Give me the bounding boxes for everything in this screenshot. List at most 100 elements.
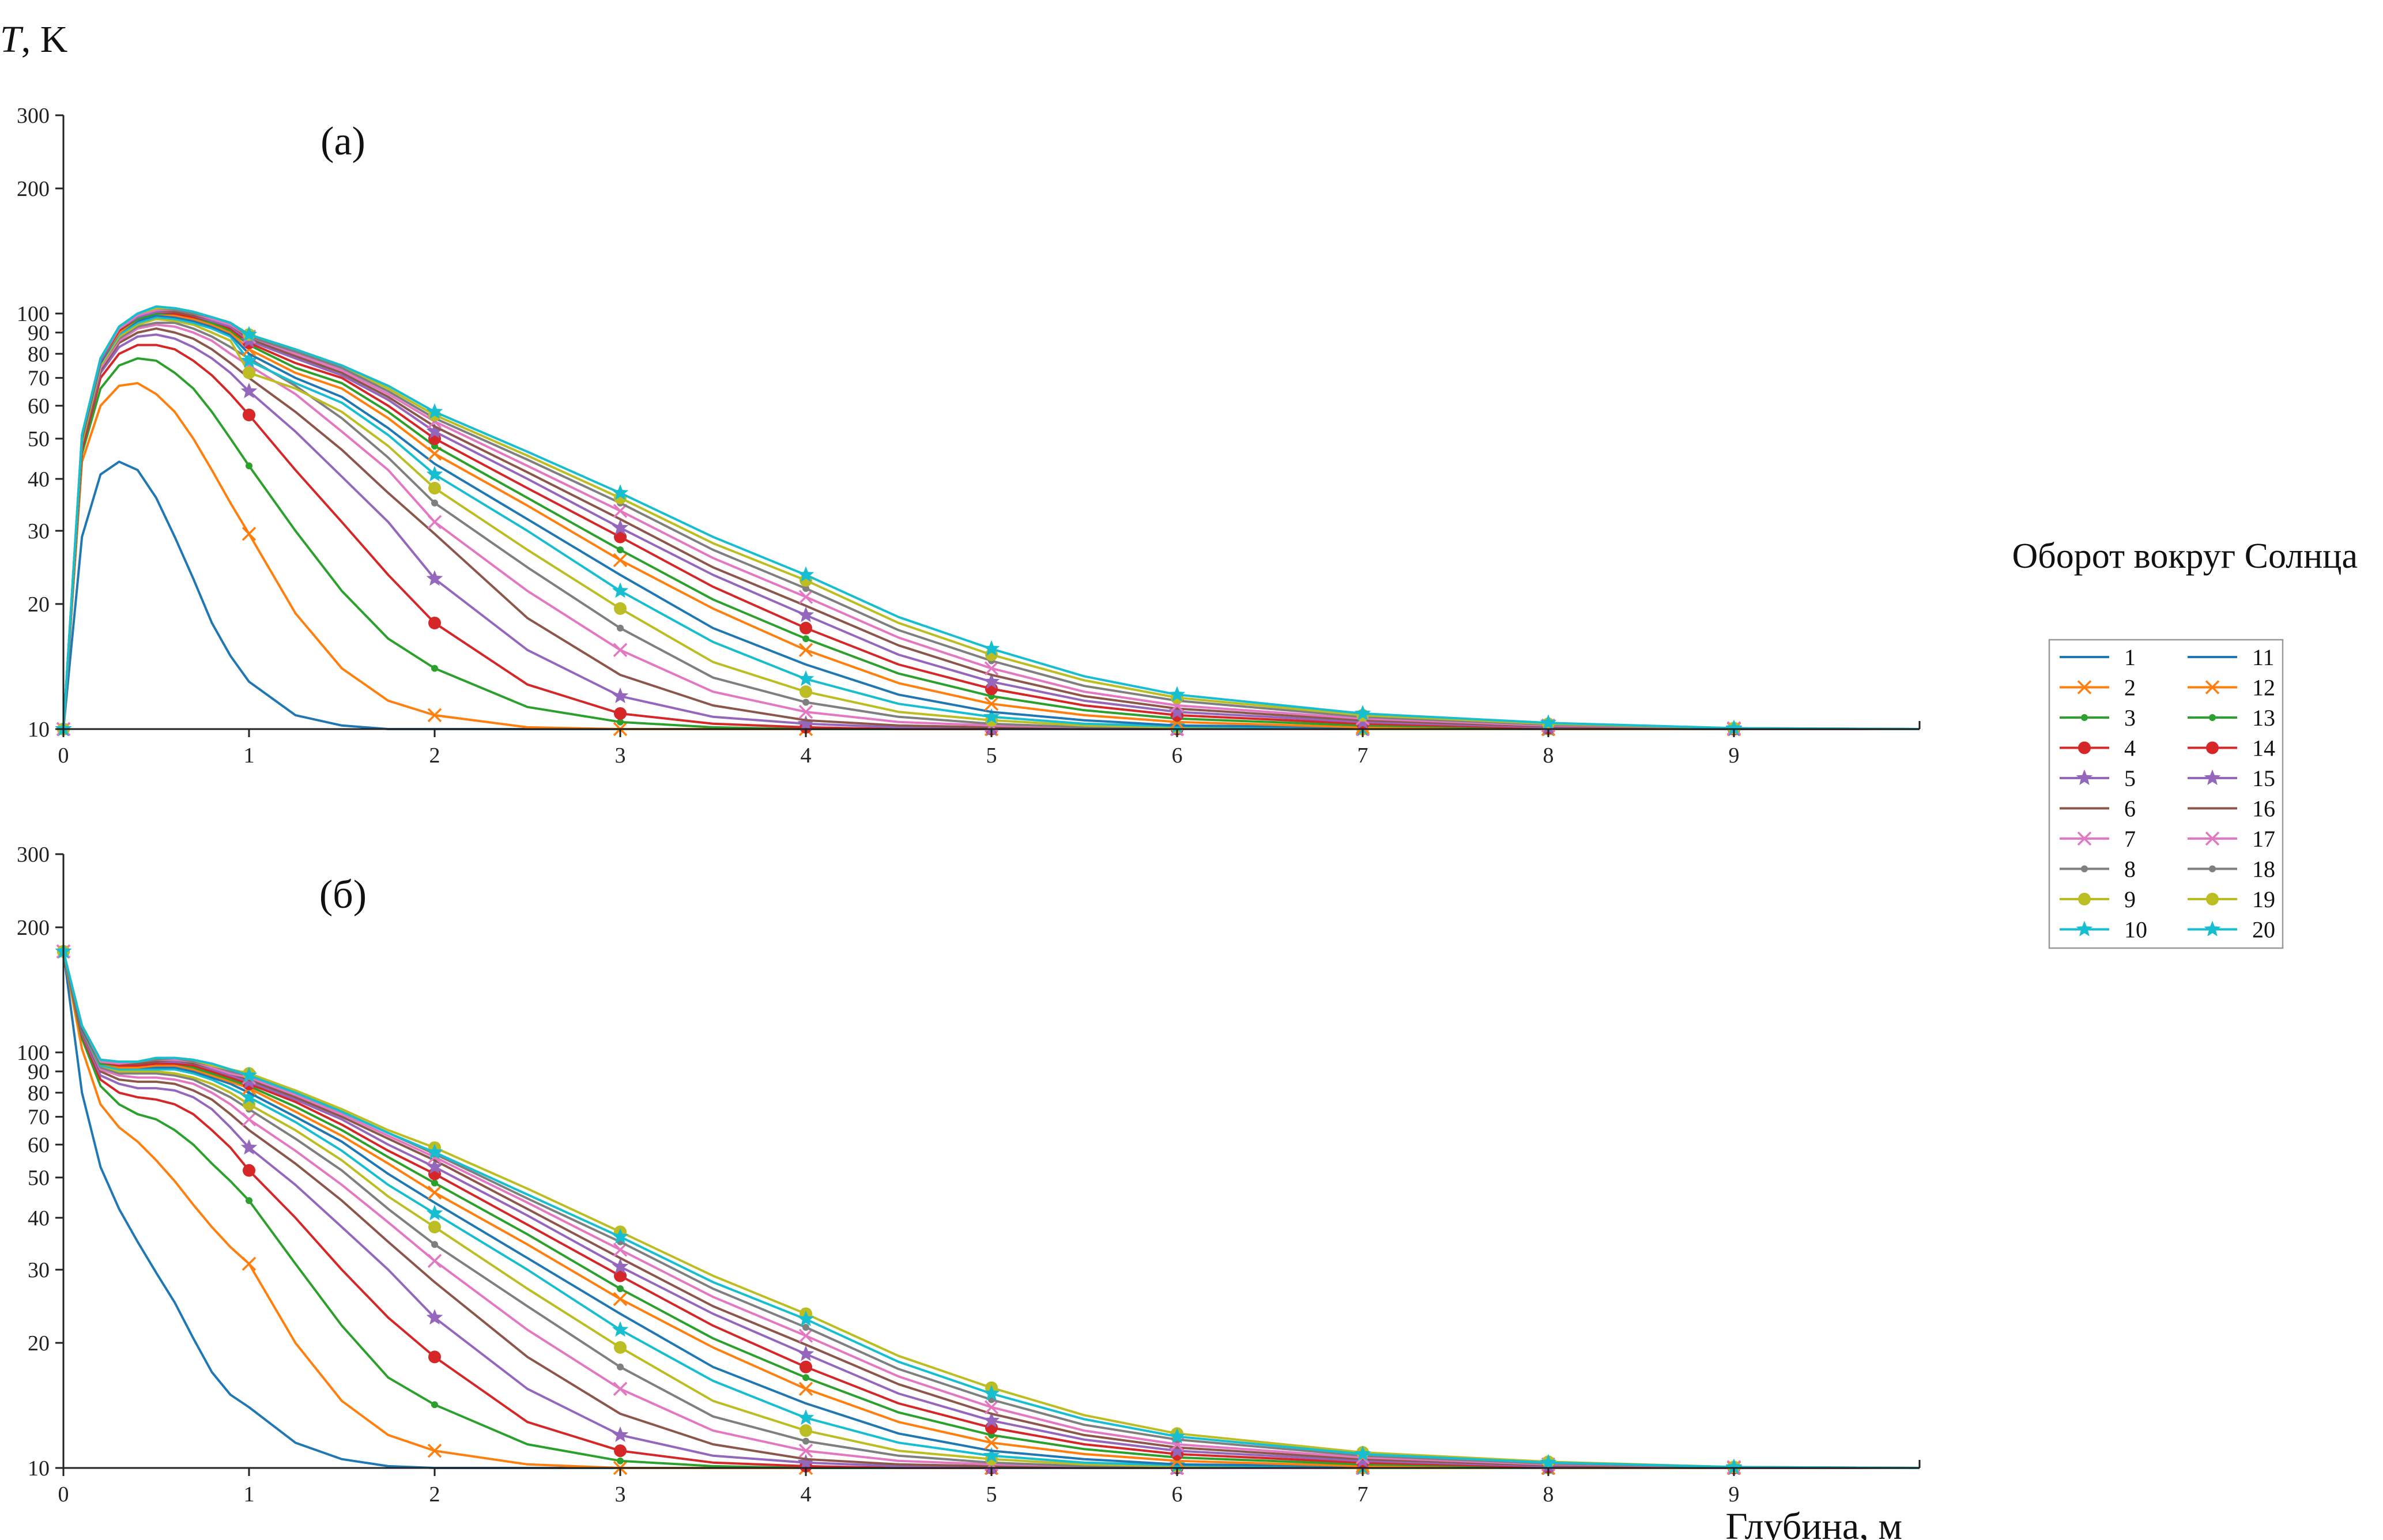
series-line-a-15 (62, 310, 1920, 730)
data-point-a-20 (240, 326, 258, 342)
series-line-b-8 (62, 951, 1920, 1469)
x-tick-label-b: 2 (429, 1482, 440, 1507)
x-tick-label-b: 4 (801, 1482, 812, 1507)
data-point-a-14 (614, 530, 627, 543)
data-point-b-10 (612, 1321, 629, 1337)
series-line-a-17 (62, 308, 1920, 730)
panel-label-b: (б) (319, 873, 367, 917)
data-point-b-15 (1168, 1442, 1186, 1458)
legend-entry-11: 11 (2188, 644, 2275, 670)
data-point-b-20 (983, 1385, 1000, 1401)
series-line-b-12 (62, 951, 1920, 1469)
data-point-b-20 (240, 1067, 258, 1083)
data-point-a-8 (617, 624, 624, 632)
x-tick-label-a: 6 (1172, 743, 1183, 768)
data-point-b-20 (426, 1143, 443, 1160)
data-point-b-9 (614, 1341, 627, 1354)
y-tick-label-b: 40 (28, 1206, 50, 1231)
data-point-a-12 (798, 643, 813, 658)
data-point-b-7 (427, 1254, 442, 1268)
legend-entry-20: 20 (2188, 917, 2275, 943)
legend-swatch-marker (2206, 893, 2219, 905)
legend-title: Оборот вокруг Солнца (2012, 537, 2358, 576)
legend-entry-5: 5 (2060, 765, 2136, 791)
data-point-a-12 (613, 553, 628, 568)
x-tick-label-a: 5 (986, 743, 997, 768)
legend-label: 1 (2124, 644, 2136, 670)
data-point-b-20 (1540, 1454, 1557, 1470)
data-point-b-20 (1354, 1445, 1371, 1461)
data-point-b-10 (797, 1409, 815, 1425)
series-b-16 (62, 951, 1920, 1469)
legend-entry-1: 1 (2060, 644, 2136, 670)
legend-label: 7 (2124, 826, 2136, 852)
series-a-3 (60, 357, 1920, 733)
data-point-a-20 (612, 484, 629, 500)
data-point-a-20 (1725, 719, 1743, 735)
y-tick-label-a: 60 (28, 394, 50, 418)
legend-entry-2: 2 (2060, 675, 2136, 701)
data-point-a-5 (426, 570, 443, 586)
legend-entry-13: 13 (2188, 705, 2275, 731)
y-axis-title: T, K (0, 18, 67, 61)
data-point-a-15 (426, 422, 443, 439)
data-point-b-20 (797, 1310, 815, 1327)
y-tick-label-b: 60 (28, 1133, 50, 1157)
data-point-b-3 (617, 1457, 624, 1464)
x-tick-label-b: 9 (1729, 1482, 1740, 1507)
legend-entry-4: 4 (2060, 735, 2136, 761)
data-point-a-7 (798, 704, 813, 719)
data-point-a-20 (1354, 705, 1371, 721)
data-point-b-15 (797, 1345, 815, 1361)
legend-swatch-marker (2081, 714, 2088, 721)
y-tick-label-a: 200 (17, 177, 50, 201)
data-point-a-7 (427, 515, 442, 529)
data-point-b-20 (612, 1228, 629, 1244)
data-point-b-2 (242, 1256, 257, 1271)
legend-label: 19 (2252, 886, 2275, 912)
data-point-a-10 (983, 708, 1000, 724)
legend-label: 5 (2124, 765, 2136, 791)
x-tick-label-b: 5 (986, 1482, 997, 1507)
data-point-b-17 (613, 1243, 628, 1257)
y-axis-title-unit: , K (21, 18, 68, 61)
data-point-a-5 (797, 715, 815, 731)
y-tick-label-b: 70 (28, 1105, 50, 1130)
legend-entry-18: 18 (2188, 856, 2275, 882)
data-point-b-2 (427, 1443, 442, 1458)
series-line-a-16 (62, 308, 1920, 730)
data-point-b-5 (240, 1139, 258, 1155)
legend-label: 14 (2252, 735, 2275, 761)
panel-label-a: (a) (321, 119, 365, 164)
data-point-a-10 (612, 582, 629, 598)
data-point-a-17 (984, 661, 999, 675)
data-point-b-14 (614, 1269, 627, 1282)
data-point-a-15 (1168, 703, 1186, 719)
data-point-a-20 (983, 640, 1000, 656)
svg-text:T, K: T, K (0, 18, 67, 61)
data-point-b-12 (798, 1382, 813, 1396)
data-point-a-10 (240, 352, 258, 368)
data-point-a-9 (614, 602, 627, 615)
data-point-a-4 (614, 707, 627, 720)
data-point-a-9 (428, 481, 441, 495)
y-tick-label-b: 200 (17, 916, 50, 940)
series-a-11 (62, 314, 1920, 730)
y-tick-label-b: 300 (17, 843, 50, 867)
series-b-5 (55, 942, 1920, 1475)
data-point-b-8 (802, 1437, 809, 1445)
x-tick-label-b: 0 (58, 1482, 69, 1507)
data-point-a-15 (983, 673, 1000, 689)
series-line-a-11 (62, 314, 1920, 730)
data-point-b-12 (427, 1185, 442, 1200)
y-tick-label-a: 300 (17, 104, 50, 128)
legend-label: 4 (2124, 735, 2136, 761)
x-tick-label-a: 7 (1358, 743, 1368, 768)
data-point-a-18 (802, 584, 809, 592)
legend-entry-14: 14 (2188, 735, 2275, 761)
y-tick-label-b: 50 (28, 1166, 50, 1190)
data-point-b-12 (613, 1292, 628, 1307)
data-point-a-4 (243, 409, 255, 422)
